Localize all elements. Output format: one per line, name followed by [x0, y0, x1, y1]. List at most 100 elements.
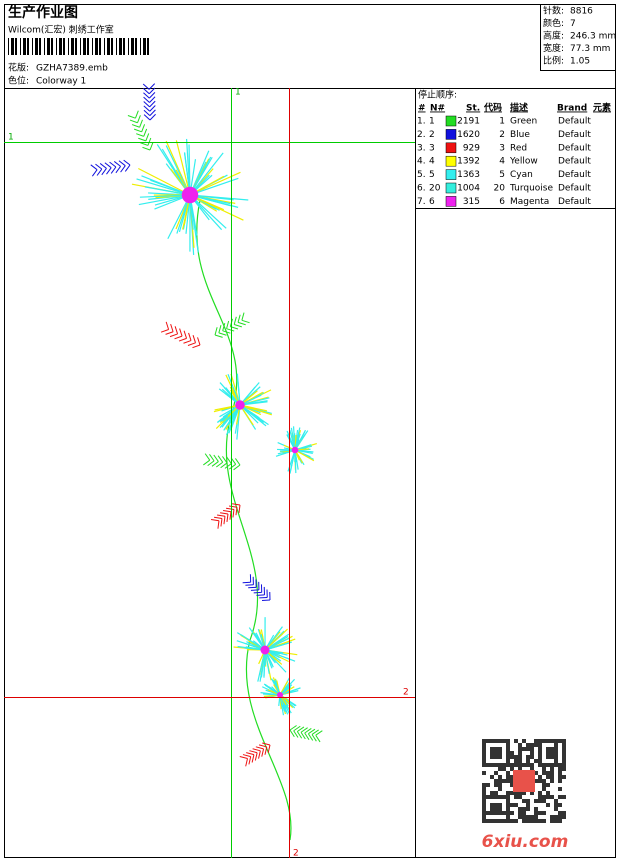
qr-module	[546, 755, 550, 759]
leaf-stitch	[224, 463, 232, 469]
qr-module	[538, 779, 542, 783]
leaf-stitch	[261, 748, 265, 757]
leaf-stitch	[192, 335, 196, 343]
color-swatch	[445, 169, 457, 180]
qr-module	[490, 747, 494, 751]
qr-module	[498, 783, 502, 787]
qr-module	[486, 763, 490, 767]
qr-module	[542, 799, 546, 803]
petal-stitch	[189, 177, 239, 196]
leaf-stitch	[222, 322, 226, 331]
qr-module	[482, 791, 486, 795]
leaf-stitch	[289, 729, 295, 738]
qr-module	[538, 763, 542, 767]
leaf-stitch	[183, 340, 192, 344]
qr-module	[550, 795, 554, 799]
leaf-stitch	[267, 744, 271, 753]
studio: Wilcom(汇宏) 刺绣工作室	[8, 24, 114, 36]
qr-module	[534, 815, 538, 819]
leaf-stitch	[223, 509, 232, 513]
qr-module	[514, 803, 518, 807]
barcode-bar	[131, 38, 134, 55]
row-desc: Blue	[510, 130, 530, 140]
barcode	[8, 38, 149, 55]
qr-module	[534, 819, 538, 823]
info-label: 高度:	[543, 30, 564, 42]
leaf-stitch	[220, 512, 229, 515]
qr-module	[558, 739, 562, 743]
qr-module	[482, 747, 486, 751]
leaf-stitch	[140, 142, 149, 146]
qr-module	[494, 795, 498, 799]
row-brand: Default	[558, 197, 591, 207]
info-label: 宽度:	[543, 42, 564, 54]
qr-module	[538, 775, 542, 779]
barcode-bar	[32, 38, 33, 55]
qr-module	[494, 739, 498, 743]
leaf-stitch	[251, 754, 255, 763]
qr-module	[530, 747, 534, 751]
petal-stitch	[227, 374, 241, 406]
qr-module	[482, 751, 486, 755]
leaf-stitch	[258, 744, 267, 748]
qr-module	[530, 819, 534, 823]
qr-module	[554, 739, 558, 743]
leaf-stitch	[289, 725, 297, 731]
qr-module	[498, 775, 502, 779]
qr-module	[494, 811, 498, 815]
barcode-bar	[47, 38, 50, 55]
qr-module	[494, 791, 498, 795]
qr-module	[490, 751, 494, 755]
leaf-stitch	[141, 124, 146, 132]
row-brand: Default	[558, 117, 591, 127]
petal-stitch	[138, 167, 191, 196]
petal-stitch	[239, 397, 270, 406]
qr-module	[530, 767, 534, 771]
qr-module	[502, 779, 506, 783]
qr-module	[498, 795, 502, 799]
row-stitches: 1004	[457, 184, 480, 194]
leaf-stitch	[148, 87, 156, 95]
row-stitches: 1363	[457, 170, 480, 180]
leaf-stitch	[91, 169, 98, 177]
leaf-stitch	[143, 92, 150, 99]
leaf-stitch	[213, 454, 219, 462]
qr-module	[510, 819, 514, 823]
leaf-stitch	[254, 752, 258, 761]
qr-module	[498, 763, 502, 767]
qr-module	[498, 739, 502, 743]
row-code: 6	[499, 197, 505, 207]
qr-module	[530, 815, 534, 819]
row-code: 2	[499, 130, 505, 140]
qr-module	[558, 763, 562, 767]
row-desc: Green	[510, 117, 537, 127]
qr-module	[482, 815, 486, 819]
qr-module	[494, 763, 498, 767]
qr-module	[514, 795, 518, 799]
leaf-stitch	[226, 328, 235, 332]
row-n: 20	[429, 184, 441, 194]
qr-module	[494, 755, 498, 759]
qr-module	[546, 783, 550, 787]
barcode-bar	[95, 38, 98, 55]
leaf-stitch	[311, 729, 319, 735]
qr-module	[518, 763, 522, 767]
leaf-stitch	[216, 461, 224, 468]
qr-module	[558, 795, 562, 799]
watermark: 6xiu.com	[482, 832, 569, 852]
qr-module	[522, 763, 526, 767]
row-stitches: 2191	[457, 117, 480, 127]
leaf-stitch	[131, 124, 140, 128]
qr-code	[482, 739, 566, 823]
row-num: 5.	[417, 170, 426, 180]
row-stitches: 315	[463, 197, 480, 207]
guide-label: 1	[8, 133, 14, 143]
page-border	[4, 4, 616, 858]
row-n: 2	[429, 130, 435, 140]
qr-module	[486, 811, 490, 815]
leaf-stitch	[315, 730, 323, 736]
petal-stitch	[239, 404, 265, 424]
guide-label: 1	[235, 88, 241, 98]
qr-module	[518, 747, 522, 751]
leaf-stitch	[99, 163, 107, 169]
